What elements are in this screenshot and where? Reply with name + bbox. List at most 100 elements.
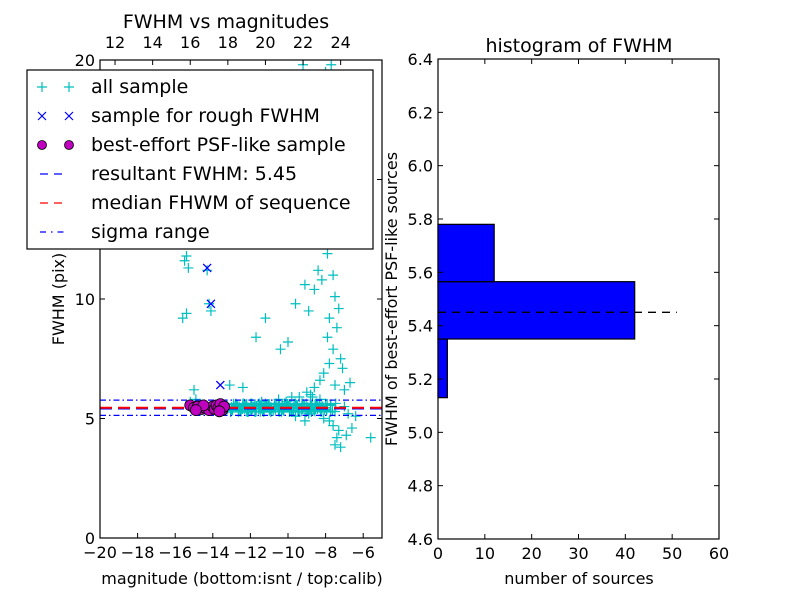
all-sample-point — [339, 384, 350, 395]
all-sample-point — [179, 255, 190, 266]
histogram-bar — [437, 338, 448, 399]
legend-box — [26, 69, 374, 250]
histogram-marks — [437, 223, 677, 399]
left-x-axis-label: magnitude (bottom:isnt / top:calib) — [101, 569, 382, 588]
all-sample-point — [330, 439, 340, 450]
histogram-bar — [437, 223, 495, 283]
all-sample-point — [324, 313, 335, 324]
all-sample-point — [343, 408, 354, 419]
all-sample-point — [328, 420, 339, 431]
plus-marker-icon — [64, 82, 74, 92]
top-x-tick-label: 16 — [180, 33, 200, 52]
left-x-tick-label: −20 — [83, 543, 117, 562]
all-sample-point — [237, 399, 248, 410]
right-x-tick-label: 20 — [521, 544, 541, 563]
all-sample-point — [365, 432, 376, 443]
left-x-tick-label: −12 — [234, 543, 268, 562]
psf-sample-point — [189, 404, 202, 417]
all-sample-point — [337, 363, 348, 374]
legend-item: sample for rough FWHM — [37, 105, 320, 127]
psf-sample-point — [213, 405, 226, 418]
right-y-axis-label: FWHM of best-effort PSF-like sources — [382, 152, 401, 446]
legend-label: sigma range — [91, 221, 210, 243]
all-sample-point — [275, 344, 286, 355]
all-sample-point — [204, 298, 215, 309]
legend-label: all sample — [91, 76, 188, 98]
all-sample-point — [331, 322, 342, 333]
all-sample-point — [316, 274, 327, 285]
all-sample-point — [314, 375, 325, 386]
rough-sample-point — [206, 299, 216, 309]
all-sample-point — [346, 423, 357, 434]
legend-item: sigma range — [40, 221, 210, 243]
circle-marker-icon — [64, 140, 74, 150]
all-sample-point — [325, 400, 336, 411]
all-sample-point — [251, 332, 262, 343]
top-x-tick-label: 18 — [218, 33, 238, 52]
all-sample-point — [326, 60, 337, 70]
legend-label: resultant FWHM: 5.45 — [91, 163, 297, 185]
all-sample-point — [202, 265, 213, 276]
all-sample-point — [291, 399, 302, 410]
left-x-tick-label: −18 — [121, 543, 155, 562]
left-y-tick-label: 10 — [75, 290, 95, 309]
top-x-tick-label: 24 — [330, 33, 350, 52]
top-x-tick-label: 12 — [105, 33, 125, 52]
all-sample-point — [318, 368, 329, 379]
left-x-tick-label: −6 — [351, 543, 375, 562]
left-y-tick-label: 0 — [85, 529, 95, 548]
right-y-tick-label: 5.6 — [408, 263, 433, 282]
right-y-tick-label: 5.8 — [408, 210, 433, 229]
left-x-tick-label: −10 — [271, 543, 305, 562]
all-sample-point — [181, 308, 192, 319]
left-x-tick-label: −14 — [196, 543, 230, 562]
all-sample-point — [260, 313, 271, 324]
right-y-tick-label: 4.6 — [408, 530, 433, 549]
all-sample-point — [339, 401, 350, 412]
right-plot-title: histogram of FWHM — [485, 35, 672, 57]
legend-label: median FHWM of sequence — [91, 192, 351, 214]
right-x-tick-label: 50 — [662, 544, 682, 563]
right-plot-ticks: 0 10 20 30 40 50 60 4.6 4.8 5.0 5.2 5.4 5.6 5.8 6.0 6.2… — [408, 50, 730, 563]
left-y-tick-label: 5 — [85, 410, 95, 429]
plus-marker-icon — [37, 82, 47, 92]
right-y-tick-label: 6.2 — [408, 103, 433, 122]
legend-item: best-effort PSF-like sample — [37, 134, 346, 156]
all-sample-point — [189, 384, 199, 395]
legend-item: resultant FWHM: 5.45 — [40, 163, 297, 185]
all-sample-point — [309, 382, 320, 393]
all-sample-point — [335, 442, 346, 453]
left-y-tick-label: 20 — [75, 51, 95, 70]
all-sample-point — [313, 265, 324, 276]
x-marker-icon — [64, 111, 74, 121]
all-sample-point — [290, 298, 301, 309]
right-y-tick-label: 6.4 — [408, 50, 433, 69]
all-sample-point — [330, 380, 340, 391]
top-x-tick-label: 14 — [142, 33, 162, 52]
right-x-tick-label: 30 — [568, 544, 588, 563]
all-sample-point — [224, 380, 235, 391]
left-plot-title: FWHM vs magnitudes — [123, 11, 329, 33]
x-marker-icon — [37, 111, 47, 121]
legend-label: best-effort PSF-like sample — [91, 134, 346, 156]
all-sample-point — [345, 377, 356, 388]
right-y-tick-label: 5.2 — [408, 370, 433, 389]
all-sample-point — [286, 404, 297, 415]
all-sample-point — [305, 389, 316, 400]
histogram-bar — [437, 281, 636, 340]
all-sample-point — [331, 432, 342, 443]
all-sample-point — [322, 248, 333, 259]
legend-label: sample for rough FWHM — [91, 105, 320, 127]
circle-marker-icon — [37, 140, 47, 150]
all-sample-point — [183, 262, 194, 273]
left-y-axis-label: FWHM (pix) — [49, 253, 68, 346]
all-sample-point — [237, 382, 248, 393]
all-sample-point — [341, 430, 352, 441]
rough-sample-point — [202, 263, 212, 273]
right-y-tick-label: 4.8 — [408, 477, 433, 496]
all-sample-point — [350, 411, 361, 422]
right-y-tick-label: 5.4 — [408, 317, 433, 336]
right-x-tick-label: 60 — [709, 544, 729, 563]
all-sample-point — [283, 337, 293, 348]
all-sample-point — [318, 413, 329, 424]
